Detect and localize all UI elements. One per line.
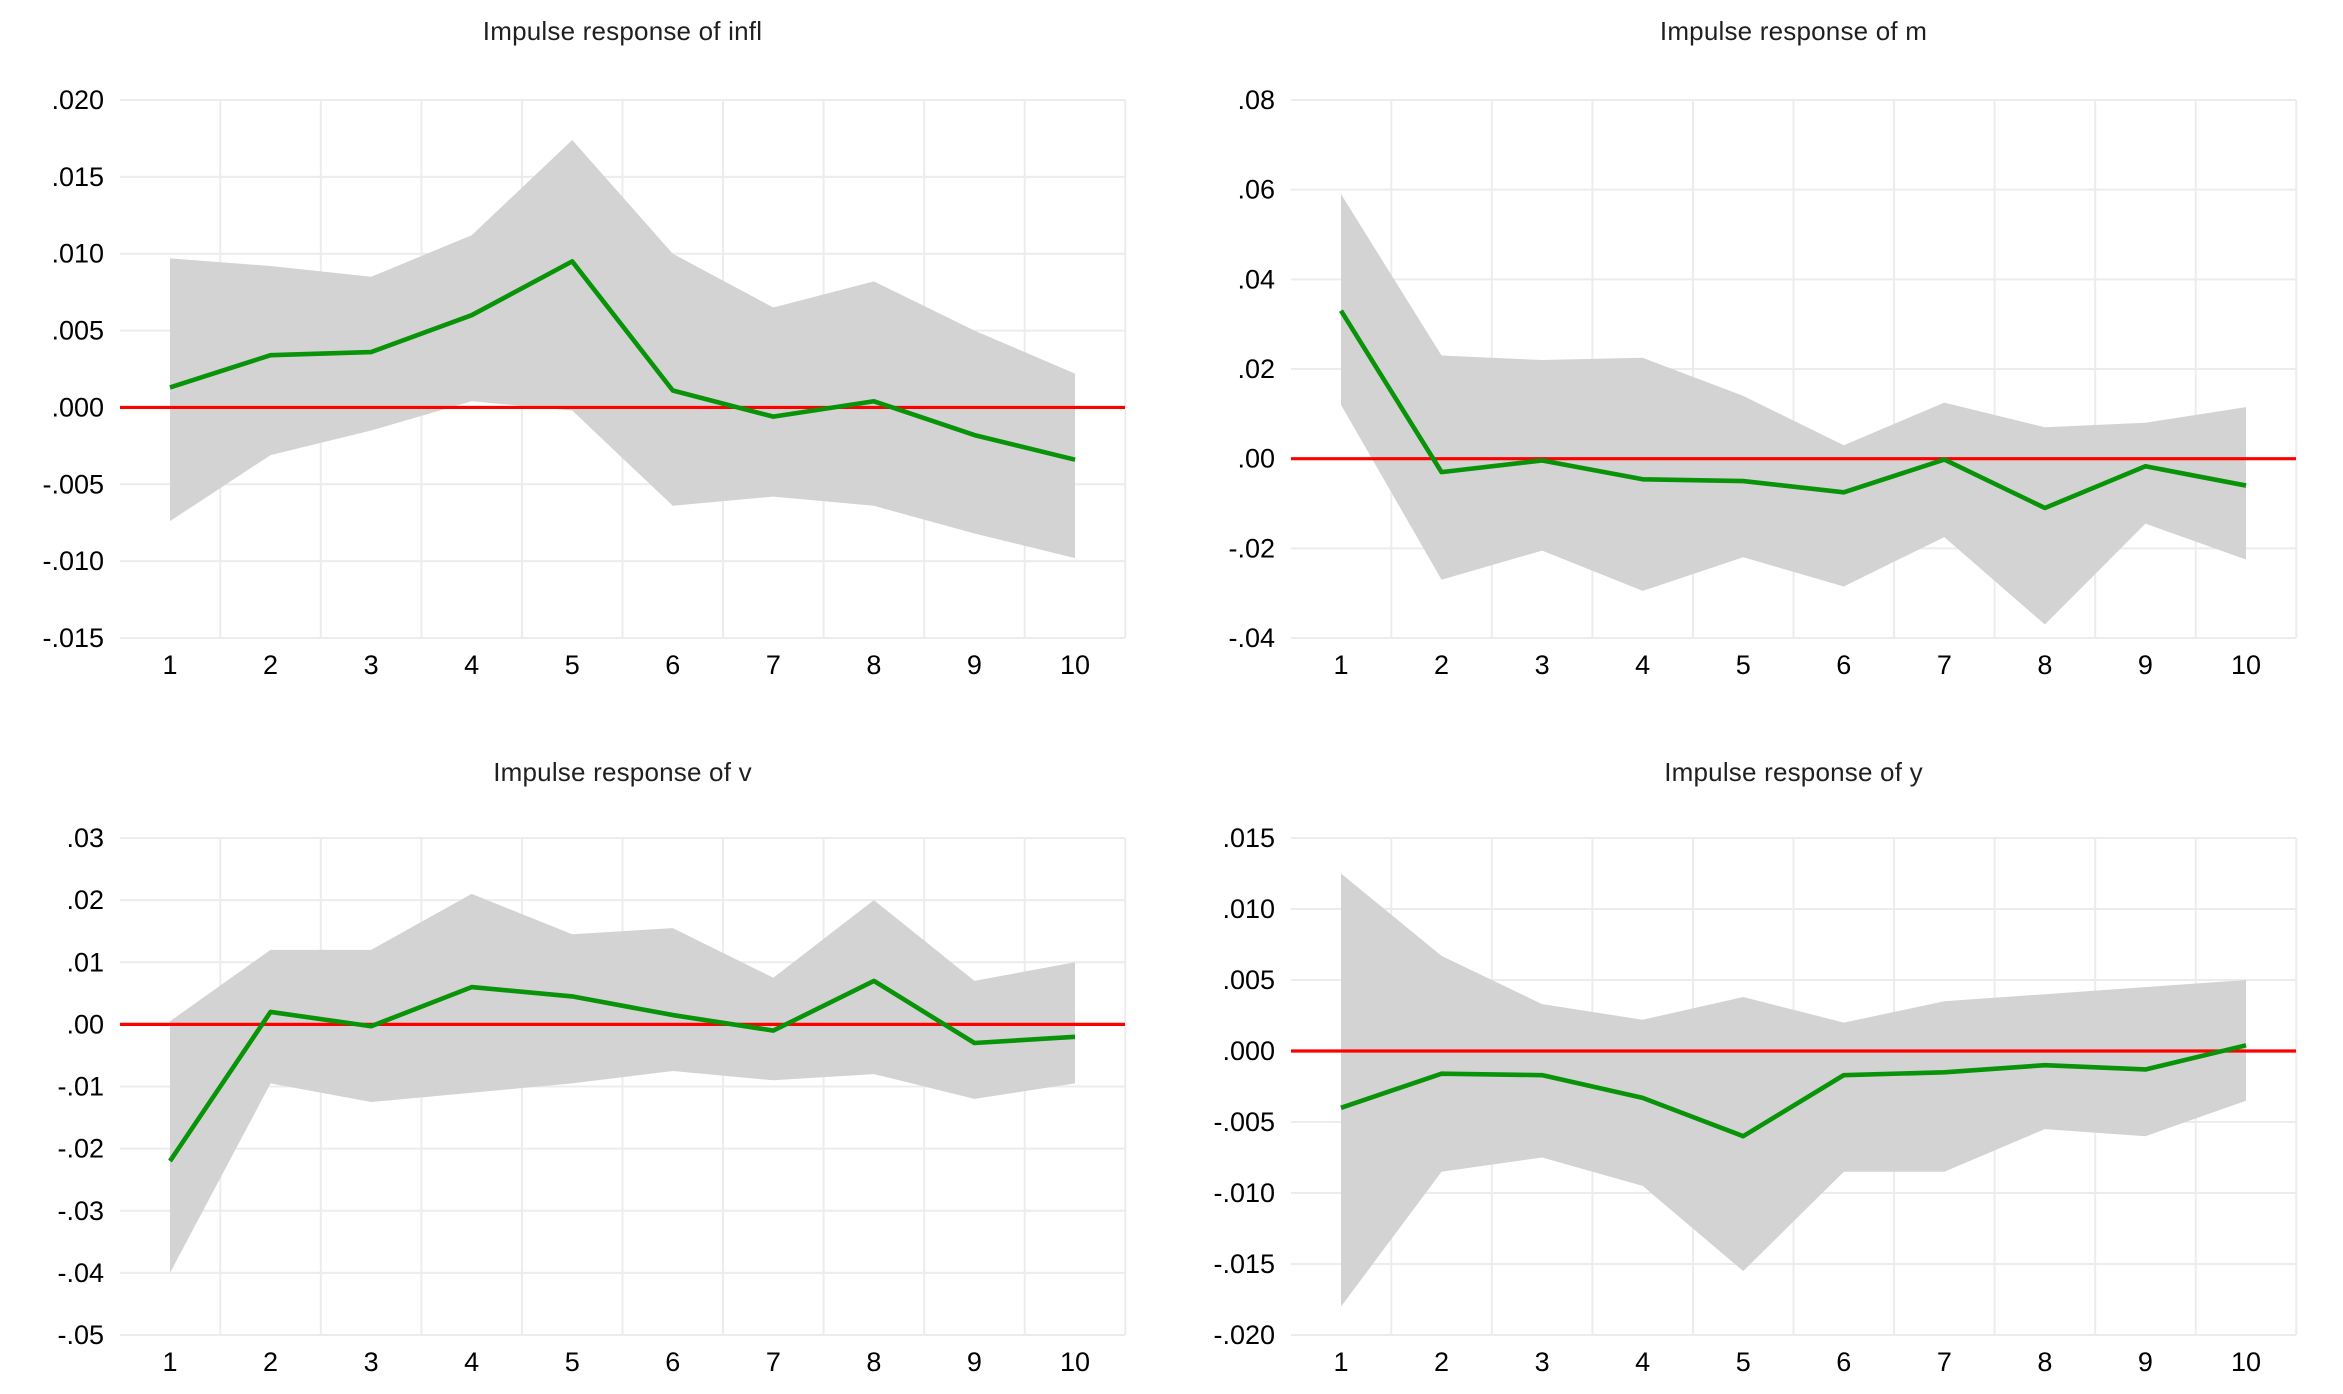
y-tick-label: .02 [1237, 354, 1275, 384]
chart-m-title: Impulse response of m [1659, 16, 1928, 46]
y-tick-label: .04 [1237, 264, 1275, 294]
x-tick-label: 3 [364, 650, 379, 680]
y-tick-label: -.010 [1213, 1178, 1275, 1208]
x-tick-label: 3 [1535, 1347, 1550, 1377]
x-tick-label: 8 [866, 1347, 881, 1377]
y-tick-label: -.04 [57, 1258, 104, 1288]
chart-y-plot: .015 .010 .005 .000 -.005 -.010 -.015 -.020 1 2 3 4… [1213, 823, 2298, 1377]
chart-infl: Impulse response of infl .020 .015 .010 .00… [0, 0, 1171, 697]
y-tick-label: -.02 [1228, 533, 1275, 563]
x-tick-label: 5 [565, 650, 580, 680]
y-tick-label: -.015 [42, 623, 104, 653]
y-tick-label: .000 [1222, 1036, 1275, 1066]
y-tick-label: .005 [1222, 965, 1275, 995]
x-tick-label: 9 [967, 1347, 982, 1377]
response-line [168, 978, 1076, 1163]
y-tick-label: -.015 [1213, 1249, 1275, 1279]
y-tick-label: -.010 [42, 546, 104, 576]
chart-m: Impulse response of m .08 .06 .04 .02 .00 -.0… [1171, 0, 2343, 697]
y-tick-label: -.05 [57, 1320, 104, 1350]
x-tick-label: 7 [766, 650, 781, 680]
y-tick-label: .020 [51, 85, 104, 115]
y-tick-label: .010 [51, 239, 104, 269]
y-tick-label: .015 [51, 162, 104, 192]
x-tick-label: 3 [364, 1347, 379, 1377]
chart-v: Impulse response of v .03 .02 .01 .00 -.01 -.… [0, 697, 1171, 1394]
confidence-band [170, 139, 1075, 559]
x-tick-label: 7 [766, 1347, 781, 1377]
y-tick-label: .010 [1222, 894, 1275, 924]
x-tick-label: 10 [2231, 1347, 2261, 1377]
chart-v-plot: .03 .02 .01 .00 -.01 -.02 -.03 -.04 -.05 1 2 3 4 5 6 7 8… [57, 823, 1127, 1377]
y-tick-label: .00 [1237, 444, 1275, 474]
y-tick-label: .005 [51, 316, 104, 346]
y-tick-label: -.04 [1228, 623, 1275, 653]
x-tick-label: 9 [967, 650, 982, 680]
x-tick-label: 8 [2037, 650, 2052, 680]
confidence-band [1341, 194, 2246, 625]
x-tick-label: 8 [2037, 1347, 2052, 1377]
y-tick-label: .00 [66, 1009, 104, 1039]
x-tick-label: 6 [665, 650, 680, 680]
x-tick-label: 2 [263, 1347, 278, 1377]
chart-infl-plot: .020 .015 .010 .005 .000 -.005 -.010 -.015 1 2 3 4 5… [42, 85, 1127, 680]
x-tick-label: 1 [162, 650, 177, 680]
y-tick-label: .02 [66, 885, 104, 915]
x-tick-label: 4 [464, 1347, 479, 1377]
chart-y-title: Impulse response of y [1664, 757, 1923, 787]
response-line [1339, 309, 2247, 511]
y-tick-label: .06 [1237, 175, 1275, 205]
x-tick-label: 4 [464, 650, 479, 680]
x-tick-label: 7 [1937, 650, 1952, 680]
chart-y: Impulse response of y .015 .010 .005 .000 -.… [1171, 697, 2343, 1394]
x-tick-label: 6 [665, 1347, 680, 1377]
x-tick-label: 5 [565, 1347, 580, 1377]
chart-m-plot: .08 .06 .04 .02 .00 -.02 -.04 1 2 3 4 5 6 7 8 9 10 [1228, 85, 2298, 680]
y-tick-label: -.020 [1213, 1320, 1275, 1350]
x-tick-label: 2 [1434, 1347, 1449, 1377]
chart-infl-title: Impulse response of infl [482, 16, 763, 46]
y-tick-label: -.01 [57, 1072, 104, 1102]
x-tick-label: 2 [263, 650, 278, 680]
x-tick-label: 10 [1060, 1347, 1090, 1377]
x-tick-label: 4 [1635, 1347, 1650, 1377]
x-tick-label: 1 [1333, 1347, 1348, 1377]
x-tick-label: 9 [2138, 650, 2153, 680]
y-tick-label: -.005 [1213, 1107, 1275, 1137]
y-tick-label: -.03 [57, 1196, 104, 1226]
response-line [1340, 1043, 2247, 1139]
x-tick-label: 6 [1836, 1347, 1851, 1377]
confidence-band [1341, 873, 2246, 1307]
x-tick-label: 5 [1736, 1347, 1751, 1377]
y-tick-label: -.02 [57, 1134, 104, 1164]
response-line [169, 259, 1076, 462]
x-tick-label: 8 [866, 650, 881, 680]
y-tick-label: .08 [1237, 85, 1275, 115]
y-tick-label: .03 [66, 823, 104, 853]
x-tick-label: 2 [1434, 650, 1449, 680]
x-tick-label: 1 [1333, 650, 1348, 680]
x-tick-label: 9 [2138, 1347, 2153, 1377]
x-tick-label: 4 [1635, 650, 1650, 680]
x-tick-label: 1 [162, 1347, 177, 1377]
y-tick-label: -.005 [42, 469, 104, 499]
confidence-band [170, 893, 1075, 1273]
x-tick-label: 5 [1736, 650, 1751, 680]
x-tick-label: 6 [1836, 650, 1851, 680]
y-tick-label: .01 [66, 947, 104, 977]
y-tick-label: .000 [51, 392, 104, 422]
chart-v-title: Impulse response of v [493, 757, 752, 787]
y-tick-label: .015 [1222, 823, 1275, 853]
x-tick-label: 3 [1535, 650, 1550, 680]
x-tick-label: 10 [2231, 650, 2261, 680]
x-tick-label: 7 [1937, 1347, 1952, 1377]
x-tick-label: 10 [1060, 650, 1090, 680]
